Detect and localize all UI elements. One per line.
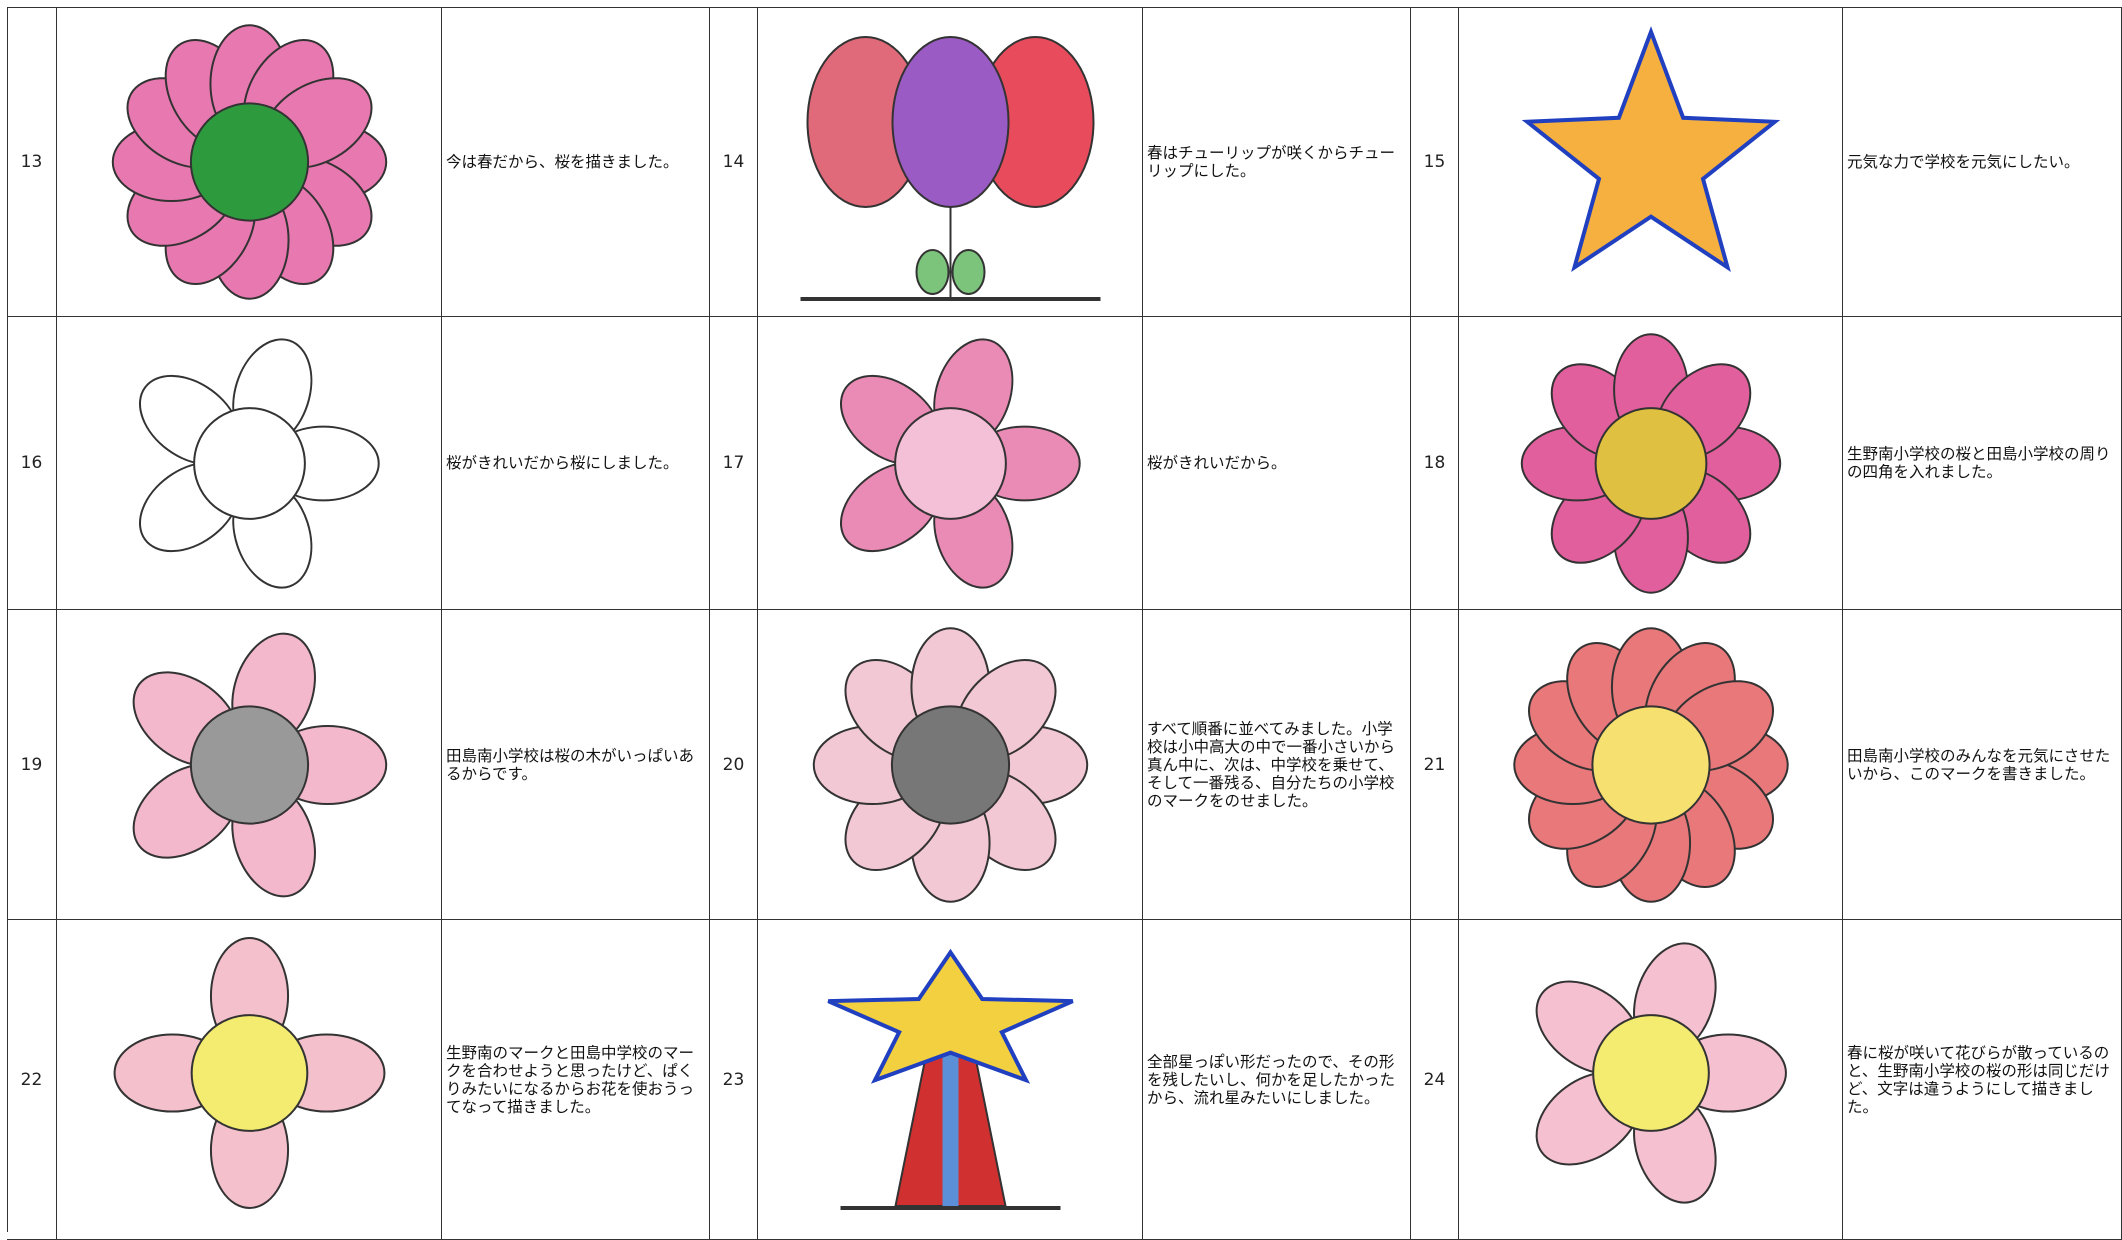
entry-description: 春はチューリップが咲くからチューリップにした。	[1143, 7, 1411, 317]
entry-description: 田島南小学校は桜の木がいっぱいあるからです。	[442, 610, 710, 920]
drawing-image	[113, 937, 386, 1209]
drawing	[132, 632, 388, 898]
drawing	[1513, 627, 1789, 903]
drawing-image	[1513, 627, 1789, 903]
drawing-image	[111, 24, 388, 300]
entry-number: 14	[710, 7, 758, 317]
drawing-image	[1520, 333, 1782, 594]
drawing-image	[1521, 26, 1781, 272]
entry-description: 桜がきれいだから桜にしました。	[442, 317, 710, 610]
entry-drawing	[1459, 610, 1843, 920]
entry-drawing	[57, 317, 442, 610]
drawing	[1535, 942, 1787, 1204]
drawing-image	[812, 627, 1089, 903]
drawing	[138, 338, 380, 589]
entry-number: 18	[1411, 317, 1459, 610]
drawing	[111, 24, 388, 300]
drawing	[800, 36, 1101, 301]
entry-description: すべて順番に並べてみました。小学校は小中高大の中で一番小さいから真ん中に、次は、…	[1143, 610, 1411, 920]
entry-number: 13	[7, 7, 57, 317]
entry-number: 17	[710, 317, 758, 610]
drawing-image	[138, 338, 380, 589]
entry-description: 全部星っぽい形だったので、その形を残したいし、何かを足したかったから、流れ星みた…	[1143, 920, 1411, 1240]
entry-number: 24	[1411, 920, 1459, 1240]
drawing	[812, 627, 1089, 903]
entry-description: 春に桜が咲いて花びらが散っているのと、生野南小学校の桜の形は同じだけど、文字は違…	[1843, 920, 2122, 1240]
entry-number: 23	[710, 920, 758, 1240]
entry-drawing	[1459, 317, 1843, 610]
drawing-image	[1535, 942, 1787, 1204]
entry-drawing	[57, 610, 442, 920]
entry-drawing	[758, 610, 1143, 920]
entry-description: 生野南のマークと田島中学校のマークを合わせようと思ったけど、ぱくりみたいになるか…	[442, 920, 710, 1240]
drawing	[113, 937, 386, 1209]
drawing-image	[827, 948, 1074, 1210]
entry-drawing	[1459, 7, 1843, 317]
entry-number: 20	[710, 610, 758, 920]
entry-drawing	[57, 920, 442, 1240]
entry-drawing	[1459, 920, 1843, 1240]
entry-number: 19	[7, 610, 57, 920]
entry-description: 今は春だから、桜を描きました。	[442, 7, 710, 317]
entry-number: 15	[1411, 7, 1459, 317]
drawing	[1521, 26, 1781, 272]
entry-description: 元気な力で学校を元気にしたい。	[1843, 7, 2122, 317]
drawing-image	[839, 338, 1081, 589]
entry-number: 16	[7, 317, 57, 610]
entry-number: 21	[1411, 610, 1459, 920]
entry-description: 桜がきれいだから。	[1143, 317, 1411, 610]
drawing	[827, 948, 1074, 1210]
entry-drawing	[758, 317, 1143, 610]
drawing-image	[800, 36, 1101, 301]
entry-description: 田島南小学校のみんなを元気にさせたいから、このマークを書きました。	[1843, 610, 2122, 920]
entry-drawing	[57, 7, 442, 317]
entry-number: 22	[7, 920, 57, 1240]
drawing	[839, 338, 1081, 589]
entry-description: 生野南小学校の桜と田島小学校の周りの四角を入れました。	[1843, 317, 2122, 610]
drawing	[1520, 333, 1782, 594]
entry-drawing	[758, 920, 1143, 1240]
drawing-image	[132, 632, 388, 898]
entry-drawing	[758, 7, 1143, 317]
